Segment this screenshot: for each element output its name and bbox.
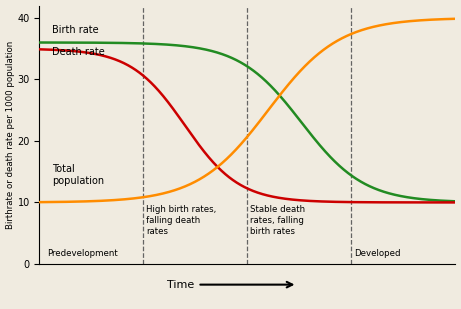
Y-axis label: Birthrate or death rate per 1000 population: Birthrate or death rate per 1000 populat… xyxy=(6,40,15,229)
Text: Predevelopment: Predevelopment xyxy=(47,249,118,258)
Text: Developed: Developed xyxy=(355,249,401,258)
Text: Stable death
rates, falling
birth rates: Stable death rates, falling birth rates xyxy=(250,205,306,236)
Text: Birth rate: Birth rate xyxy=(52,25,99,35)
Text: Time: Time xyxy=(167,280,197,290)
Text: High birth rates,
falling death
rates: High birth rates, falling death rates xyxy=(146,205,217,236)
Text: Death rate: Death rate xyxy=(52,47,105,57)
Text: Total
population: Total population xyxy=(52,163,104,186)
